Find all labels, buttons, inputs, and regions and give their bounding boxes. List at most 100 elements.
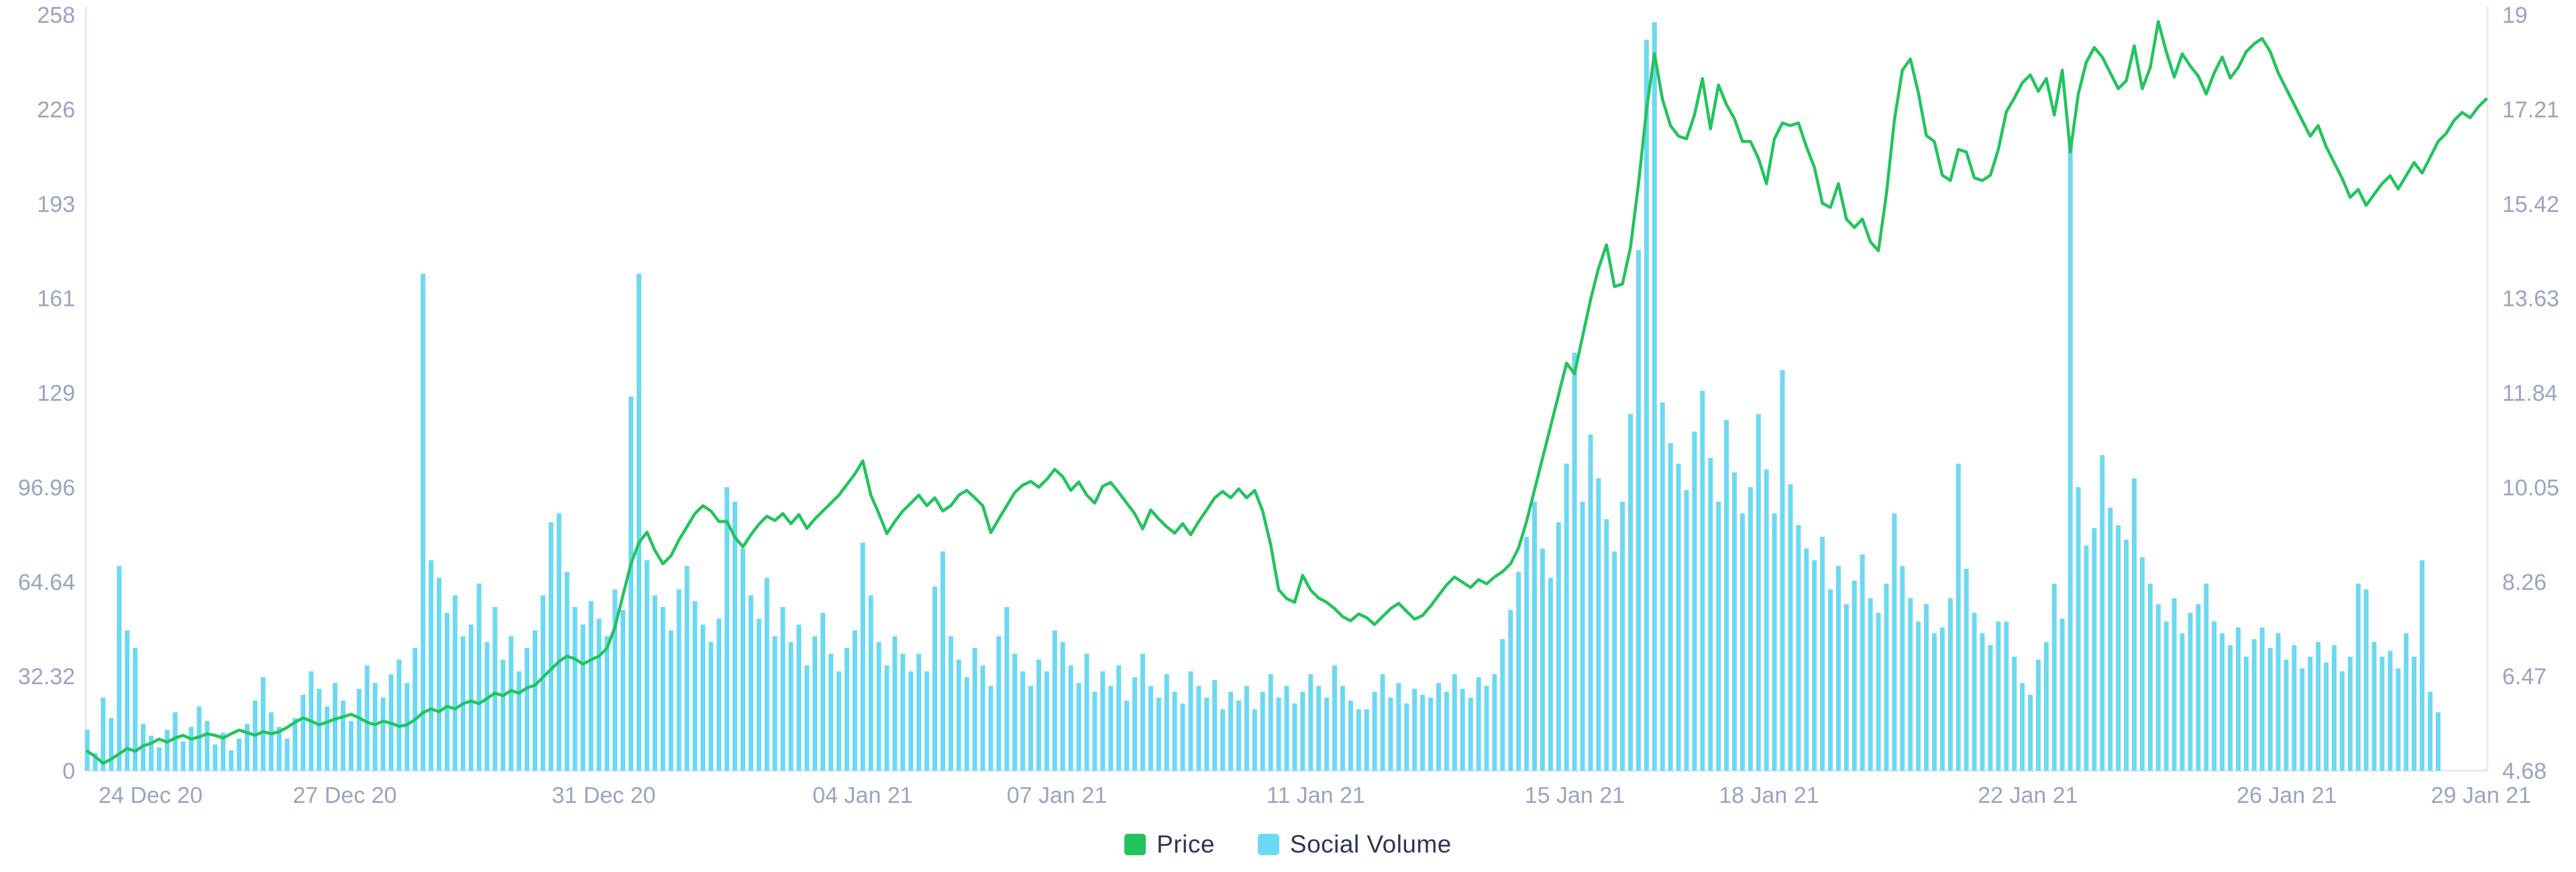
social-volume-bar[interactable] (1420, 694, 1426, 771)
social-volume-bar[interactable] (276, 726, 282, 771)
social-volume-bar[interactable] (364, 665, 370, 771)
social-volume-bar[interactable] (476, 584, 482, 771)
social-volume-bar[interactable] (828, 653, 834, 771)
social-volume-bar[interactable] (1732, 472, 1737, 771)
social-volume-bar[interactable] (2332, 645, 2337, 771)
social-volume-bar[interactable] (733, 502, 737, 771)
social-volume-bar[interactable] (1020, 671, 1026, 771)
social-volume-bar[interactable] (1684, 490, 1689, 771)
social-volume-bar[interactable] (205, 720, 210, 771)
social-volume-bar[interactable] (1644, 40, 1649, 771)
social-volume-bar[interactable] (860, 543, 865, 771)
social-volume-bar[interactable] (1468, 698, 1473, 771)
social-volume-bar[interactable] (700, 624, 706, 771)
social-volume-bar[interactable] (852, 630, 857, 771)
social-volume-bar[interactable] (972, 647, 977, 771)
social-volume-bar[interactable] (1764, 470, 1769, 771)
social-volume-bar[interactable] (1772, 513, 1777, 771)
social-volume-bar[interactable] (2339, 671, 2345, 771)
social-volume-bar[interactable] (844, 647, 849, 771)
social-volume-bar[interactable] (284, 739, 290, 771)
social-volume-bar[interactable] (1060, 642, 1065, 771)
social-volume-bar[interactable] (1388, 698, 1393, 771)
social-volume-bar[interactable] (1204, 698, 1210, 771)
social-volume-bar[interactable] (1108, 686, 1114, 771)
social-volume-bar[interactable] (1372, 692, 1377, 771)
social-volume-bar[interactable] (588, 601, 594, 771)
social-volume-bar[interactable] (1564, 464, 1569, 771)
social-volume-bar[interactable] (1540, 548, 1545, 771)
social-volume-bar[interactable] (948, 636, 953, 771)
social-volume-bar[interactable] (101, 698, 106, 771)
social-volume-bar[interactable] (1396, 683, 1401, 771)
social-volume-bar[interactable] (1996, 621, 2001, 771)
social-volume-bar[interactable] (1156, 698, 1161, 771)
social-volume-bar[interactable] (380, 698, 386, 771)
social-volume-bar[interactable] (1292, 703, 1297, 771)
social-volume-bar[interactable] (1756, 414, 1761, 771)
social-volume-bar[interactable] (1868, 598, 1873, 771)
social-volume-bar[interactable] (1260, 692, 1265, 771)
social-volume-bar[interactable] (2404, 633, 2409, 771)
social-volume-bar[interactable] (1068, 665, 1073, 771)
social-volume-bar[interactable] (1980, 633, 1985, 771)
social-volume-bar[interactable] (468, 624, 474, 771)
social-volume-bar[interactable] (1180, 703, 1185, 771)
social-volume-bar[interactable] (396, 659, 402, 771)
social-volume-bar[interactable] (1548, 578, 1553, 771)
social-volume-bar[interactable] (1364, 709, 1369, 771)
social-volume-bar[interactable] (716, 618, 722, 771)
social-volume-bar[interactable] (2043, 642, 2049, 771)
social-volume-bar[interactable] (2108, 507, 2113, 771)
social-volume-bar[interactable] (1212, 679, 1218, 771)
social-volume-bar[interactable] (117, 565, 122, 771)
social-volume-bar[interactable] (1164, 674, 1169, 771)
social-volume-bar[interactable] (1580, 502, 1585, 771)
social-volume-bar[interactable] (429, 560, 434, 771)
social-volume-bar[interactable] (180, 741, 186, 771)
social-volume-bar[interactable] (2324, 662, 2329, 771)
social-volume-bar[interactable] (644, 560, 649, 771)
social-volume-bar[interactable] (1244, 686, 1249, 771)
social-volume-bar[interactable] (2028, 694, 2033, 771)
social-volume-bar[interactable] (2004, 621, 2009, 771)
social-volume-bar[interactable] (1788, 484, 1793, 771)
social-volume-bar[interactable] (740, 548, 745, 771)
social-volume-bar[interactable] (596, 618, 602, 771)
social-volume-bar[interactable] (348, 720, 354, 771)
social-volume-bar[interactable] (148, 735, 154, 771)
social-volume-bar[interactable] (604, 636, 610, 771)
social-volume-bar[interactable] (908, 671, 914, 771)
social-volume-bar[interactable] (1412, 689, 1417, 771)
social-volume-bar[interactable] (1084, 653, 1089, 771)
social-volume-bar[interactable] (2188, 612, 2193, 771)
social-volume-bar[interactable] (1916, 621, 1921, 771)
social-volume-bar[interactable] (1820, 537, 1825, 771)
social-volume-bar[interactable] (2251, 639, 2257, 771)
social-volume-bar[interactable] (708, 642, 714, 771)
social-volume-bar[interactable] (637, 274, 641, 771)
social-volume-bar[interactable] (1796, 525, 1801, 771)
social-volume-bar[interactable] (1028, 686, 1034, 771)
social-volume-bar[interactable] (2243, 657, 2249, 771)
social-volume-bar[interactable] (2020, 683, 2025, 771)
social-volume-bar[interactable] (2308, 657, 2313, 771)
social-volume-bar[interactable] (956, 659, 961, 771)
social-volume-bar[interactable] (172, 712, 178, 771)
social-volume-bar[interactable] (1140, 653, 1145, 771)
social-volume-bar[interactable] (2084, 545, 2089, 771)
social-volume-bar[interactable] (1652, 22, 1657, 771)
social-volume-bar[interactable] (109, 718, 114, 771)
social-volume-bar[interactable] (525, 647, 530, 771)
social-volume-bar[interactable] (900, 653, 906, 771)
social-volume-bar[interactable] (1804, 548, 1809, 771)
social-volume-bar[interactable] (1348, 700, 1353, 771)
social-volume-bar[interactable] (356, 689, 362, 771)
social-volume-bar[interactable] (2132, 478, 2137, 771)
social-volume-bar[interactable] (916, 653, 922, 771)
social-volume-bar[interactable] (372, 683, 378, 771)
social-volume-bar[interactable] (1076, 683, 1081, 771)
price-line[interactable] (85, 19, 2488, 765)
social-volume-bar[interactable] (2116, 525, 2121, 771)
social-volume-bar[interactable] (237, 739, 241, 771)
